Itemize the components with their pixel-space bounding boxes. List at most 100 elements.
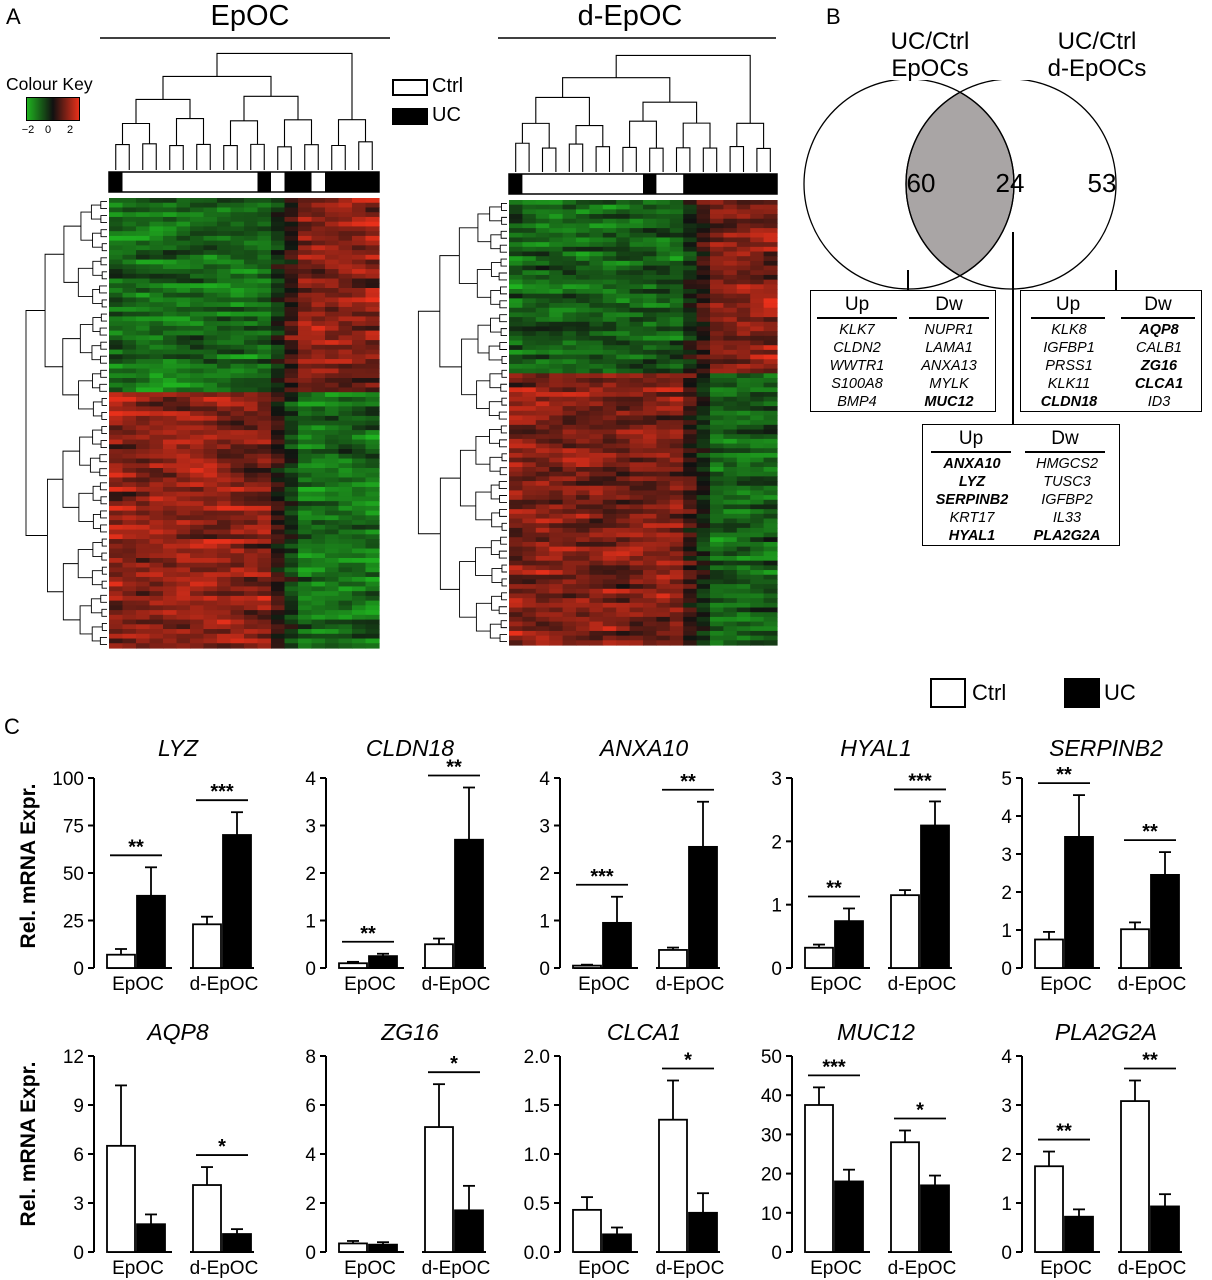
bar-ctrl [658, 1118, 688, 1253]
group-bar-cell [325, 172, 339, 192]
chart-title: HYAL1 [840, 735, 912, 761]
gene-box-right-dw-list: AQP8 CALB1 ZG16 CLCA1 ID3 [1117, 321, 1201, 411]
gene-name: CALB1 [1136, 340, 1182, 356]
gene-box-left-dw-header: Dw [909, 294, 989, 319]
chart-title: CLCA1 [607, 1019, 681, 1045]
bar-chart-aqp8: AQP8 0 3 6 9 12 EpOC d-EpOC * [63, 1019, 258, 1279]
gene-name: CLCA1 [1134, 376, 1184, 392]
y-tick-label: 1 [539, 912, 550, 933]
heatmap-right-group-bar [508, 173, 778, 195]
y-tick-label: 50 [63, 864, 84, 885]
bar-ctrl [192, 1184, 222, 1253]
bar-uc [688, 1211, 718, 1253]
y-tick-label: 3 [305, 817, 316, 838]
venn-right-count: 53 [1088, 168, 1117, 198]
y-tick-label: 0 [1001, 959, 1012, 980]
bar-uc [1150, 1205, 1180, 1253]
legend-c-uc-swatch [1064, 678, 1100, 708]
significance-label: ** [1142, 1050, 1158, 1072]
gene-box-right-up-list: KLK8 IGFBP1 PRSS1 KLK11 CLDN18 [1027, 321, 1111, 411]
bar-uc [834, 920, 864, 969]
gene-name: AQP8 [1139, 322, 1179, 338]
y-tick-label: 1.5 [524, 1096, 550, 1117]
bar-uc [454, 1209, 484, 1253]
bar-uc [688, 845, 718, 969]
group-bar-cell [750, 174, 765, 194]
y-tick-label: 5 [1001, 769, 1012, 790]
gene-name: KLK7 [839, 322, 875, 338]
significance-label: *** [590, 866, 614, 888]
significance-label: *** [210, 781, 234, 803]
x-tick-label: d-EpOC [1118, 1258, 1187, 1279]
bar-uc [602, 1233, 632, 1253]
legend-ctrl-swatch [392, 79, 428, 96]
bar-uc [602, 921, 632, 969]
group-bar-cell [522, 174, 537, 194]
bar-chart-zg16: ZG16 0 2 4 6 8 EpOC d-EpOC * [305, 1019, 490, 1279]
legend-c-ctrl-swatch [930, 678, 966, 708]
y-tick-label: 10 [761, 1204, 782, 1225]
y-tick-label: 2 [539, 864, 550, 885]
group-bar-cell [149, 172, 164, 192]
significance-label: ** [1056, 1121, 1072, 1143]
bar-ctrl [658, 949, 688, 969]
y-tick-label: 0 [305, 1243, 316, 1264]
legend-uc-swatch [392, 108, 428, 125]
gene-name: PLA2G2A [1033, 528, 1101, 544]
venn-right-title-line1: UC/Ctrl [1057, 28, 1137, 55]
x-tick-label: EpOC [1040, 1258, 1092, 1279]
y-tick-label: 40 [761, 1086, 782, 1107]
group-bar-cell [509, 174, 523, 194]
heatmap-left-col-dendrogram [115, 52, 373, 170]
venn-left-title: UC/Ctrl EpOCs [860, 28, 1000, 82]
gene-name: KRT17 [949, 510, 995, 526]
y-tick-label: 50 [761, 1047, 782, 1068]
gene-name: WWTR1 [829, 358, 885, 374]
y-tick-label: 0 [73, 959, 84, 980]
gene-name: ID3 [1147, 394, 1171, 410]
x-tick-label: EpOC [1040, 974, 1092, 995]
group-bar-cell [203, 172, 218, 192]
x-tick-label: EpOC [578, 974, 630, 995]
bar-ctrl [1120, 1100, 1150, 1253]
significance-label: *** [822, 1056, 846, 1078]
group-bar-cell [589, 174, 604, 194]
gene-name: HMGCS2 [1035, 456, 1099, 472]
group-bar-cell [549, 174, 564, 194]
gene-name: BMP4 [837, 394, 877, 410]
bar-uc [368, 955, 398, 969]
chart-title: AQP8 [145, 1019, 209, 1045]
y-tick-label: 3 [1001, 1096, 1012, 1117]
x-tick-label: EpOC [112, 1258, 164, 1279]
gene-name: ANXA13 [921, 358, 977, 374]
y-tick-label: 4 [539, 769, 550, 790]
x-tick-label: d-EpOC [656, 1258, 725, 1279]
bar-uc [368, 1243, 398, 1253]
group-bar-cell [669, 174, 684, 194]
heatmap-right-title: d-EpOC [577, 0, 683, 32]
group-bar-cell [602, 174, 617, 194]
bar-chart-lyz: LYZ 0 25 50 75 100 EpOC ** d-EpOC *** [52, 735, 258, 995]
colour-key-bar [26, 97, 80, 121]
bar-chart-serpinb2: SERPINB2 0 1 2 3 4 5 EpOC ** d-EpOC ** [1001, 735, 1186, 995]
bar-ctrl [572, 1208, 602, 1253]
bar-uc [1150, 873, 1180, 969]
gene-name: NUPR1 [924, 322, 974, 338]
bar-chart-muc12: MUC12 0 10 20 30 40 50 EpOC *** d-EpOC * [761, 1019, 956, 1279]
venn-right-title-line2: d-EpOCs [1047, 55, 1147, 82]
x-tick-label: d-EpOC [422, 974, 491, 995]
bar-chart-anxa10: ANXA10 0 1 2 3 4 EpOC *** d-EpOC ** [539, 735, 724, 995]
y-tick-label: 1 [1001, 1194, 1012, 1215]
x-tick-label: EpOC [112, 974, 164, 995]
bar-charts-panel: LYZ0255075100EpOC**d-EpOC***CLDN1801234E… [52, 735, 1187, 1279]
x-tick-label: d-EpOC [422, 1258, 491, 1279]
x-tick-label: d-EpOC [190, 974, 259, 995]
significance-label: ** [446, 757, 462, 779]
y-tick-label: 3 [539, 817, 550, 838]
gene-box-left-dw-list: NUPR1 LAMA1 ANXA13 MYLK MUC12 [909, 321, 989, 411]
gene-box-center: Up Dw ANXA10 LYZ SERPINB2 KRT17 HYAL1 HMGCS2… [922, 424, 1120, 546]
y-tick-label: 4 [1001, 1047, 1012, 1068]
gene-name: HYAL1 [948, 528, 996, 544]
group-bar-cell [311, 172, 326, 192]
y-tick-label: 1 [305, 912, 316, 933]
